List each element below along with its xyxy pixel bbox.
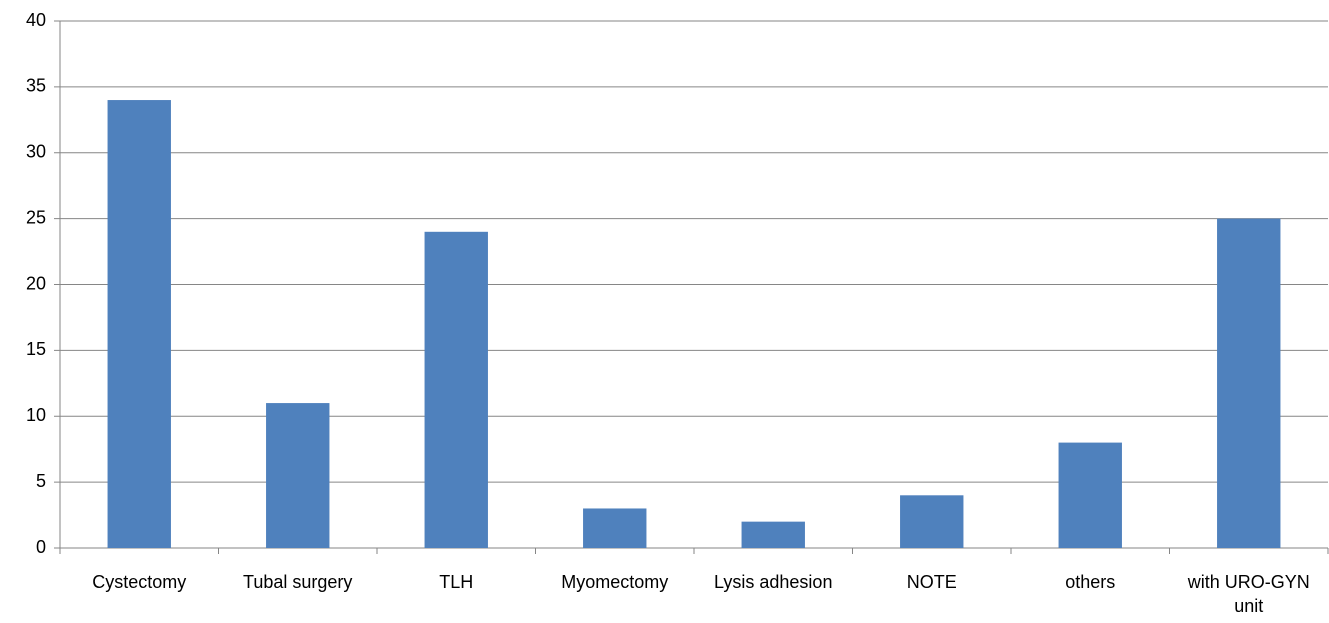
y-tick-label: 10 (26, 405, 46, 425)
y-tick-label: 15 (26, 339, 46, 359)
x-tick-label: Myomectomy (561, 572, 669, 592)
bar (741, 521, 805, 548)
y-tick-label: 5 (36, 471, 46, 491)
x-tick-label: TLH (439, 572, 474, 592)
bar (424, 231, 488, 549)
x-tick-label: NOTE (906, 572, 957, 592)
bar (583, 508, 647, 548)
y-tick-label: 20 (26, 273, 46, 293)
bar (1217, 218, 1281, 548)
bar (1058, 442, 1122, 548)
x-tick-label: Cystectomy (92, 572, 187, 592)
y-tick-label: 0 (36, 537, 46, 557)
y-tick-label: 25 (26, 207, 46, 227)
y-tick-label: 30 (26, 142, 46, 162)
bar (900, 495, 964, 548)
y-tick-label: 35 (26, 76, 46, 96)
x-tick-label: Tubal surgery (243, 572, 353, 592)
x-tick-label: Lysis adhesion (714, 572, 833, 592)
y-tick-label: 40 (26, 10, 46, 30)
x-tick-label: with URO-GYN unit (1187, 572, 1310, 616)
bar (266, 403, 330, 548)
x-tick-label: others (1065, 572, 1116, 592)
bar (107, 100, 171, 549)
